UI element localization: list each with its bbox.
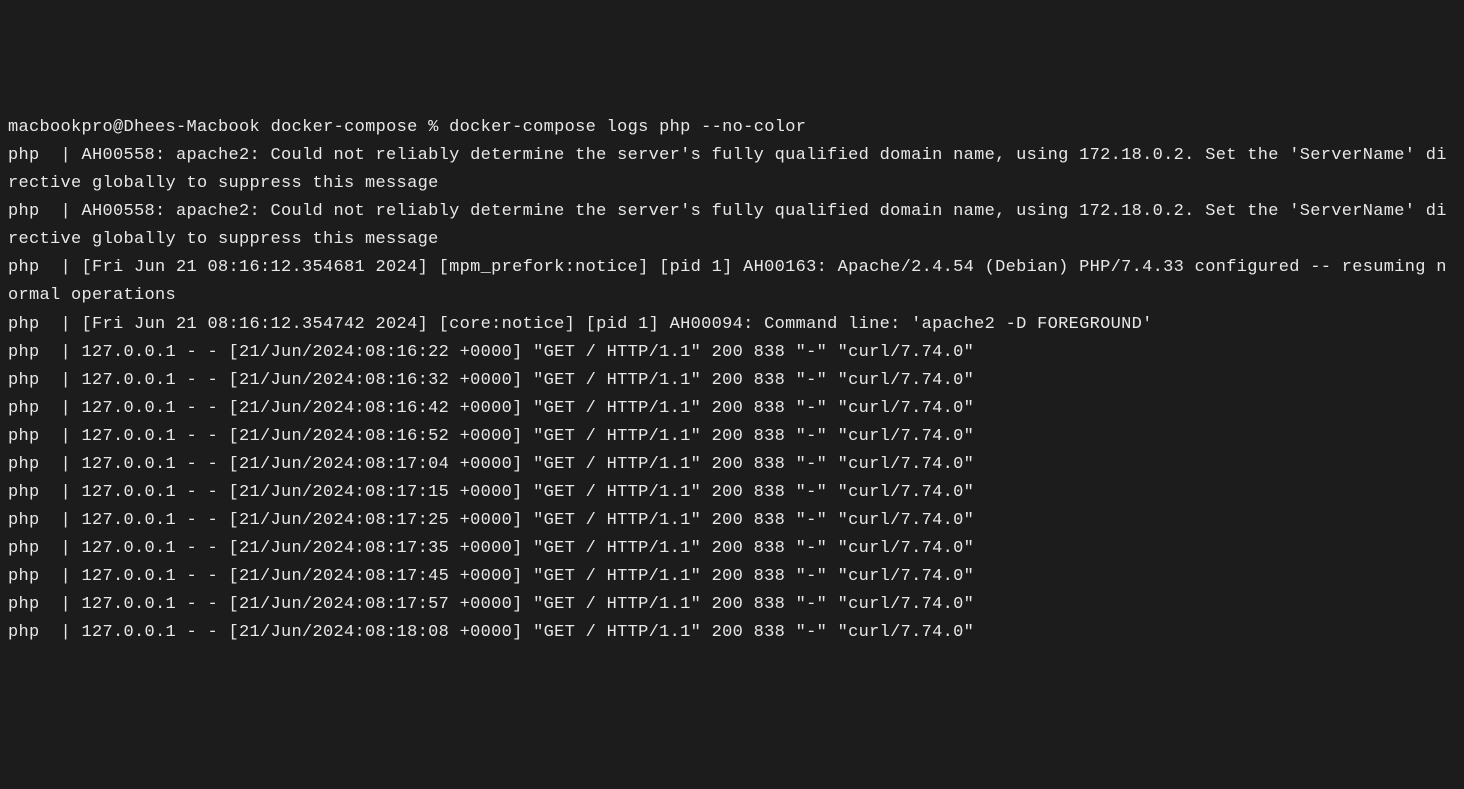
shell-prompt-line[interactable]: macbookpro@Dhees-Macbook docker-compose … bbox=[8, 114, 1456, 142]
log-line: php | AH00558: apache2: Could not reliab… bbox=[8, 198, 1456, 254]
log-line: php | AH00558: apache2: Could not reliab… bbox=[8, 142, 1456, 198]
prompt-cwd: docker-compose bbox=[271, 118, 418, 137]
log-line: php | [Fri Jun 21 08:16:12.354681 2024] … bbox=[8, 254, 1456, 310]
prompt-user-host: macbookpro@Dhees-Macbook bbox=[8, 118, 260, 137]
access-log-line: php | 127.0.0.1 - - [21/Jun/2024:08:16:2… bbox=[8, 339, 1456, 367]
access-log-line: php | 127.0.0.1 - - [21/Jun/2024:08:17:5… bbox=[8, 591, 1456, 619]
access-log-line: php | 127.0.0.1 - - [21/Jun/2024:08:17:1… bbox=[8, 479, 1456, 507]
access-log-line: php | 127.0.0.1 - - [21/Jun/2024:08:17:2… bbox=[8, 507, 1456, 535]
access-log-line: php | 127.0.0.1 - - [21/Jun/2024:08:16:4… bbox=[8, 395, 1456, 423]
log-line: php | [Fri Jun 21 08:16:12.354742 2024] … bbox=[8, 311, 1456, 339]
prompt-command: docker-compose logs php --no-color bbox=[449, 118, 806, 137]
access-log-line: php | 127.0.0.1 - - [21/Jun/2024:08:17:3… bbox=[8, 535, 1456, 563]
access-log-line: php | 127.0.0.1 - - [21/Jun/2024:08:17:4… bbox=[8, 563, 1456, 591]
access-log-line: php | 127.0.0.1 - - [21/Jun/2024:08:18:0… bbox=[8, 619, 1456, 647]
access-log-line: php | 127.0.0.1 - - [21/Jun/2024:08:16:3… bbox=[8, 367, 1456, 395]
access-log-line: php | 127.0.0.1 - - [21/Jun/2024:08:16:5… bbox=[8, 423, 1456, 451]
prompt-symbol: % bbox=[428, 118, 439, 137]
terminal-log-output: php | AH00558: apache2: Could not reliab… bbox=[8, 142, 1456, 647]
access-log-line: php | 127.0.0.1 - - [21/Jun/2024:08:17:0… bbox=[8, 451, 1456, 479]
